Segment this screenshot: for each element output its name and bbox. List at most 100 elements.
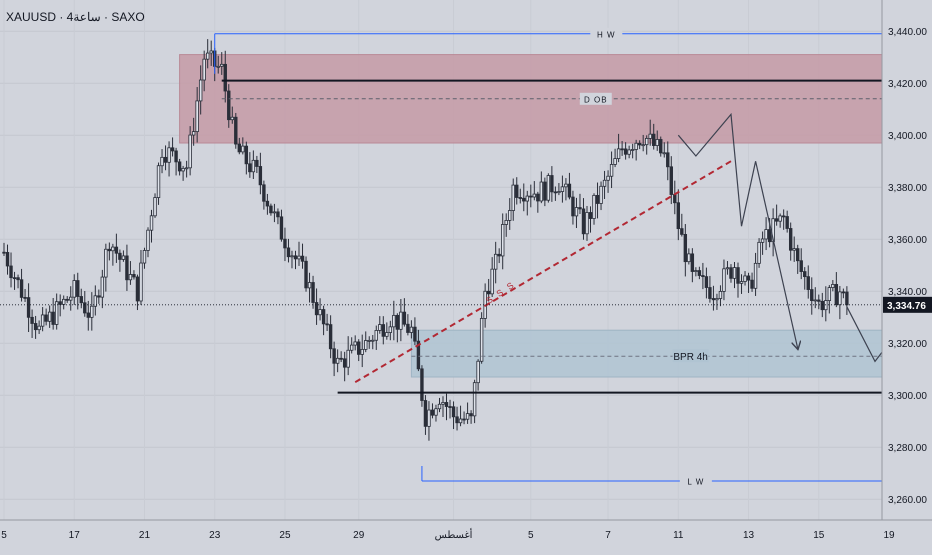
candle[interactable] <box>764 217 768 251</box>
time-axis[interactable] <box>0 520 932 550</box>
candle[interactable] <box>195 87 199 143</box>
candle[interactable] <box>188 126 192 176</box>
candle[interactable] <box>90 292 94 331</box>
candle[interactable] <box>114 233 119 263</box>
candle[interactable] <box>578 193 582 214</box>
candle[interactable] <box>97 289 101 304</box>
candle[interactable] <box>546 173 551 203</box>
candle[interactable] <box>694 267 698 277</box>
candle[interactable] <box>220 52 224 75</box>
candle[interactable] <box>47 305 52 328</box>
candle[interactable] <box>62 295 66 310</box>
candle[interactable] <box>300 243 305 269</box>
candle[interactable] <box>557 183 561 196</box>
candle[interactable] <box>307 272 312 303</box>
candle[interactable] <box>430 403 435 419</box>
candle[interactable] <box>269 203 273 216</box>
candle[interactable] <box>838 286 842 320</box>
candle[interactable] <box>592 193 596 225</box>
candle[interactable] <box>349 337 354 354</box>
candle[interactable] <box>725 261 730 275</box>
current-price-badge[interactable] <box>883 296 932 313</box>
candle[interactable] <box>33 315 38 339</box>
candle[interactable] <box>76 272 80 310</box>
candle[interactable] <box>325 313 329 332</box>
candle[interactable] <box>395 313 400 343</box>
candle[interactable] <box>121 250 126 262</box>
candle[interactable] <box>666 141 670 181</box>
candle[interactable] <box>416 329 421 372</box>
candle[interactable] <box>532 181 537 201</box>
candle[interactable] <box>283 227 287 262</box>
candle[interactable] <box>841 288 846 299</box>
candle[interactable] <box>743 271 747 286</box>
candle[interactable] <box>690 248 695 283</box>
candle[interactable] <box>290 250 294 269</box>
candle[interactable] <box>451 401 456 430</box>
candle[interactable] <box>753 252 758 296</box>
candle[interactable] <box>297 241 301 266</box>
candle[interactable] <box>118 249 122 272</box>
candle[interactable] <box>462 411 466 425</box>
candle[interactable] <box>163 145 168 171</box>
candle[interactable] <box>184 160 189 178</box>
candle[interactable] <box>525 190 529 216</box>
candle[interactable] <box>227 84 231 128</box>
candle[interactable] <box>585 205 589 241</box>
candle[interactable] <box>205 39 210 69</box>
candle[interactable] <box>834 272 839 308</box>
candle[interactable] <box>364 331 368 353</box>
candle[interactable] <box>437 397 442 413</box>
candle[interactable] <box>504 213 508 237</box>
candle[interactable] <box>831 280 835 292</box>
candle[interactable] <box>774 204 779 226</box>
symbol-title[interactable]: XAUUSD · 4ساعة · SAXO <box>6 10 145 24</box>
candle[interactable] <box>293 250 298 270</box>
candle[interactable] <box>750 272 754 292</box>
candle[interactable] <box>160 149 164 174</box>
candle[interactable] <box>676 189 681 241</box>
candle[interactable] <box>479 312 484 364</box>
candle[interactable] <box>413 317 417 346</box>
candle[interactable] <box>455 406 459 431</box>
candle[interactable] <box>367 336 371 349</box>
candle[interactable] <box>142 247 147 269</box>
candle[interactable] <box>736 262 740 298</box>
candle[interactable] <box>427 401 431 441</box>
candle[interactable] <box>543 177 547 207</box>
candle[interactable] <box>599 181 603 211</box>
candle[interactable] <box>497 248 501 264</box>
candle[interactable] <box>539 171 544 204</box>
candle[interactable] <box>198 65 203 115</box>
candle[interactable] <box>564 178 568 201</box>
candle[interactable] <box>606 170 610 193</box>
candle[interactable] <box>781 209 786 230</box>
candle[interactable] <box>486 278 491 302</box>
candle[interactable] <box>107 242 112 261</box>
candle[interactable] <box>237 137 242 155</box>
candle[interactable] <box>244 141 249 175</box>
candle[interactable] <box>262 180 266 210</box>
candle[interactable] <box>711 285 716 311</box>
candle[interactable] <box>616 133 621 163</box>
candle[interactable] <box>806 265 810 299</box>
candle[interactable] <box>44 308 48 326</box>
candle[interactable] <box>234 112 238 149</box>
candle[interactable] <box>613 148 617 168</box>
candle[interactable] <box>51 297 55 330</box>
candle[interactable] <box>458 405 463 427</box>
candle[interactable] <box>683 224 688 277</box>
candle[interactable] <box>490 257 494 298</box>
candle[interactable] <box>553 186 558 201</box>
candle[interactable] <box>659 136 663 157</box>
candle[interactable] <box>100 269 105 309</box>
candle[interactable] <box>518 188 522 204</box>
candle[interactable] <box>26 283 31 333</box>
candle[interactable] <box>581 198 586 240</box>
candle[interactable] <box>65 296 69 303</box>
candle[interactable] <box>574 197 579 229</box>
candle[interactable] <box>701 262 705 290</box>
candle[interactable] <box>83 291 87 317</box>
candle[interactable] <box>223 50 227 103</box>
candle[interactable] <box>680 213 684 237</box>
